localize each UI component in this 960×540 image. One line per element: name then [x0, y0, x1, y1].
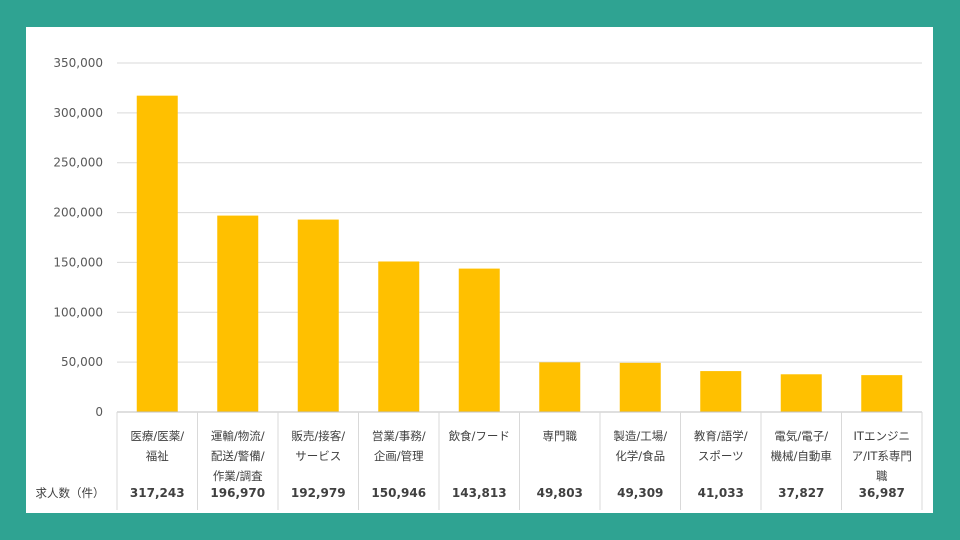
bar — [861, 375, 903, 412]
bar — [458, 268, 500, 412]
x-tick-label: ア/IT系専門 — [852, 449, 912, 463]
bar — [136, 95, 178, 413]
x-tick-label: 販売/接客/ — [291, 429, 345, 443]
x-tick-label: 教育/語学/ — [694, 429, 748, 443]
data-table-value: 37,827 — [778, 486, 824, 500]
data-table-value: 192,979 — [291, 486, 346, 500]
x-tick-label: 飲食/フード — [449, 429, 510, 443]
data-table-value: 150,946 — [371, 486, 426, 500]
y-tick-label: 150,000 — [53, 255, 103, 269]
y-tick-label: 100,000 — [53, 305, 103, 319]
y-tick-label: 250,000 — [53, 156, 103, 170]
x-tick-label: 専門職 — [543, 429, 578, 443]
chart-card: 0 50,000 100,000 150,000 200,000 250,000 300,0… — [26, 27, 933, 513]
y-tick-label: 0 — [95, 405, 103, 419]
bar — [700, 371, 742, 412]
bar — [619, 362, 661, 412]
bar-chart: 0 50,000 100,000 150,000 200,000 250,000 300,0… — [36, 56, 923, 510]
data-table-value: 36,987 — [859, 486, 905, 500]
y-tick-label: 50,000 — [61, 355, 103, 369]
data-table-value: 41,033 — [698, 486, 744, 500]
bar — [378, 261, 420, 412]
data-table-value: 49,309 — [617, 486, 663, 500]
x-tick-label: 運輸/物流/ — [211, 429, 265, 443]
bar — [780, 374, 822, 412]
x-tick-label: ITエンジニ — [854, 429, 910, 443]
data-table-value: 196,970 — [210, 486, 265, 500]
x-tick-label: 営業/事務/ — [372, 429, 426, 443]
x-tick-label: 医療/医薬/ — [130, 429, 184, 443]
x-tick-label: 製造/工場/ — [613, 429, 667, 443]
x-tick-label: 作業/調査 — [213, 469, 263, 483]
x-tick-label: 職 — [876, 469, 888, 483]
x-tick-label: 電気/電子/ — [774, 429, 828, 443]
data-table-value: 143,813 — [452, 486, 507, 500]
table-row-header: 求人数（件） — [36, 486, 105, 500]
x-tick-label: サービス — [295, 449, 341, 463]
data-table-value: 317,243 — [130, 486, 185, 500]
x-tick-label: 配送/警備/ — [211, 449, 265, 463]
bar — [217, 215, 259, 412]
y-tick-label: 300,000 — [53, 106, 103, 120]
y-tick-label: 350,000 — [53, 56, 103, 70]
x-tick-label: 福祉 — [146, 449, 169, 463]
x-tick-label: 化学/食品 — [615, 449, 665, 463]
data-table-value: 49,803 — [537, 486, 583, 500]
x-tick-label: 企画/管理 — [374, 449, 424, 463]
x-tick-label: スポーツ — [698, 449, 744, 463]
y-tick-label: 200,000 — [53, 206, 103, 220]
bar — [297, 219, 339, 412]
x-tick-label: 機械/自動車 — [771, 449, 832, 463]
bar — [539, 362, 581, 412]
